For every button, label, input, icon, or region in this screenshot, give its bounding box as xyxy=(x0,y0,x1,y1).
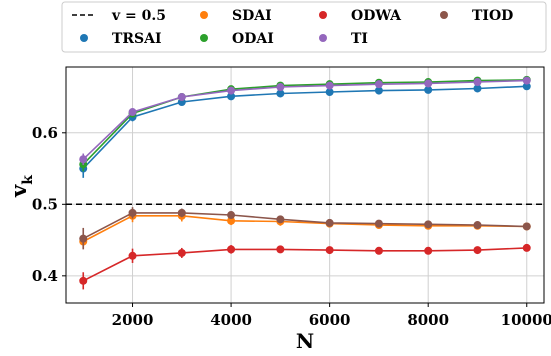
legend-label-tiod: TIOD xyxy=(472,8,513,24)
legend-marker-tiod xyxy=(440,11,448,19)
data-point xyxy=(374,219,383,228)
legend-marker-trsai xyxy=(80,34,88,42)
series-line xyxy=(82,247,527,282)
data-point xyxy=(522,76,531,85)
y-axis: 0.4 0.5 0.6 xyxy=(32,124,66,285)
legend-marker-sdai xyxy=(200,11,208,19)
y-tick-label: 0.4 xyxy=(32,267,58,285)
legend-label-ti: TI xyxy=(351,31,368,47)
data-point xyxy=(473,221,482,230)
y-axis-label-main: v xyxy=(6,184,31,198)
data-point xyxy=(128,251,137,260)
data-point xyxy=(325,218,334,227)
series-odai xyxy=(79,75,531,172)
legend-marker-ti xyxy=(319,34,327,42)
data-point xyxy=(128,108,137,117)
data-point xyxy=(227,92,236,101)
legend-label-odai: ODAI xyxy=(232,31,274,47)
data-point xyxy=(522,82,531,91)
data-point xyxy=(325,246,334,255)
legend-marker-odwa xyxy=(319,11,327,19)
series-odwa xyxy=(79,243,531,290)
series-line xyxy=(82,85,527,170)
series-ti xyxy=(79,76,531,165)
x-axis: 2000 4000 6000 8000 10000 xyxy=(112,303,551,329)
series-trsai xyxy=(79,82,531,178)
legend-marker-odai xyxy=(200,34,208,42)
data-point xyxy=(177,248,186,257)
data-point xyxy=(79,234,88,243)
data-point xyxy=(374,80,383,89)
data-point xyxy=(522,222,531,231)
data-point xyxy=(424,79,433,88)
data-point xyxy=(374,86,383,95)
data-point xyxy=(325,81,334,90)
grid xyxy=(66,67,544,303)
y-axis-label-sub: k xyxy=(20,175,36,185)
x-tick-label: 10000 xyxy=(501,311,551,329)
data-point xyxy=(522,243,531,252)
data-point xyxy=(227,86,236,95)
data-point xyxy=(177,93,186,102)
data-point xyxy=(276,89,285,98)
data-point xyxy=(473,84,482,93)
x-axis-label: N xyxy=(296,329,314,353)
data-point xyxy=(424,220,433,229)
data-point xyxy=(276,215,285,224)
legend-box xyxy=(61,1,547,53)
series-line xyxy=(82,215,527,243)
y-tick-label: 0.5 xyxy=(32,195,58,213)
data-point xyxy=(374,246,383,255)
x-tick-label: 6000 xyxy=(309,311,351,329)
data-point xyxy=(79,155,88,164)
series-line xyxy=(82,79,527,160)
data-point xyxy=(424,85,433,94)
series-tiod xyxy=(79,207,531,250)
y-tick-label: 0.6 xyxy=(32,124,58,142)
plot-frame xyxy=(65,66,545,304)
data-point xyxy=(276,83,285,92)
data-point xyxy=(325,88,334,97)
data-point xyxy=(177,208,186,217)
data-point xyxy=(276,245,285,254)
data-point xyxy=(473,246,482,255)
series-sdai xyxy=(79,209,531,249)
legend-label-trsai: TRSAI xyxy=(112,31,162,47)
data-point xyxy=(424,246,433,255)
data-point xyxy=(227,245,236,254)
x-tick-label: 8000 xyxy=(407,311,449,329)
data-point xyxy=(128,208,137,217)
legend: v = 0.5 TRSAI SDAI ODAI ODWA TI TIOD xyxy=(61,1,547,53)
series-group xyxy=(79,75,531,290)
data-point xyxy=(227,216,236,225)
legend-label-sdai: SDAI xyxy=(232,8,272,24)
data-point xyxy=(473,78,482,87)
data-point xyxy=(227,211,236,220)
legend-label-reference: v = 0.5 xyxy=(111,8,166,24)
x-tick-label: 2000 xyxy=(112,311,154,329)
y-axis-label: vk xyxy=(6,175,36,198)
x-tick-label: 4000 xyxy=(210,311,252,329)
data-point xyxy=(79,276,88,285)
legend-label-odwa: ODWA xyxy=(351,8,402,24)
series-line xyxy=(82,212,527,240)
